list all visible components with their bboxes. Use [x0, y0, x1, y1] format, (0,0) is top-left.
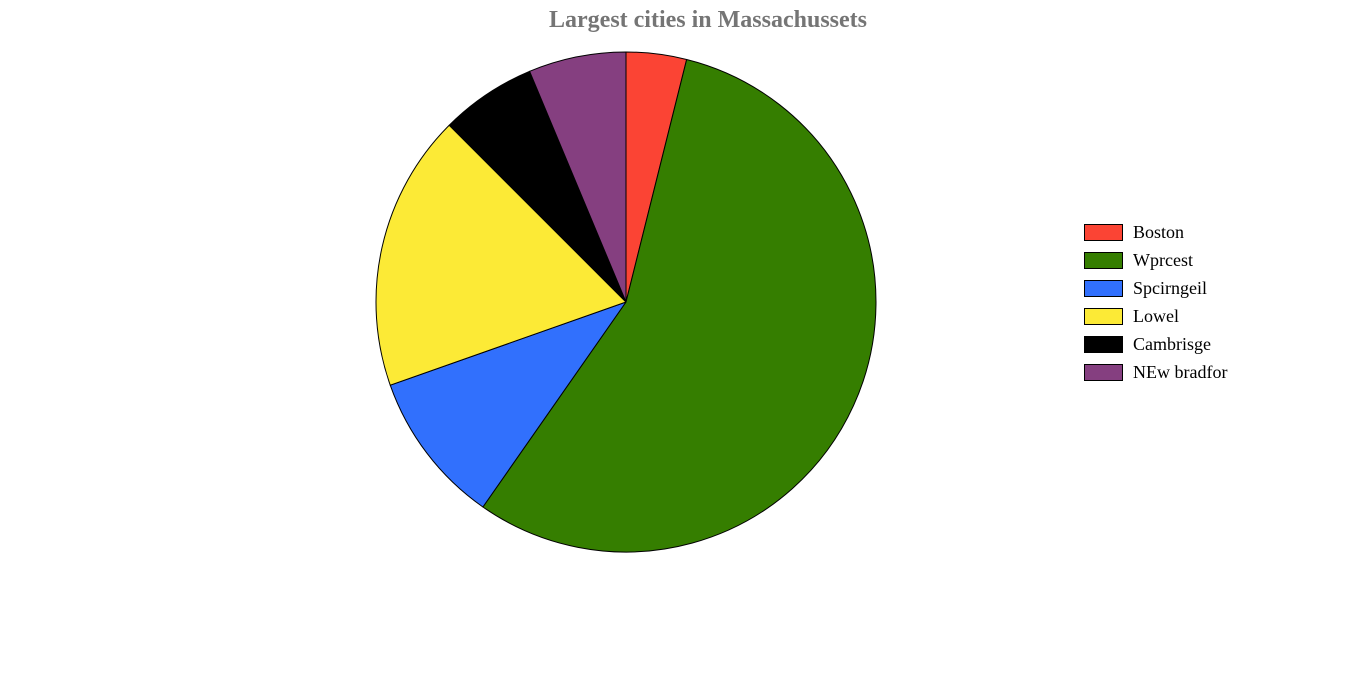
pie-slice-lowel [375, 124, 627, 386]
legend-item-cambrisge: Cambrisge [1084, 330, 1227, 358]
legend-swatch [1084, 363, 1123, 381]
legend-swatch [1084, 223, 1123, 241]
legend-label: NEw bradfor [1133, 361, 1228, 382]
legend-item-lowel: Lowel [1084, 302, 1227, 330]
pie-slice-wprcest [482, 58, 877, 553]
legend-label: Wprcest [1133, 249, 1193, 270]
chart-title: Largest cities in Massachussets [549, 7, 867, 33]
legend-item-spcirngeil: Spcirngeil [1084, 274, 1227, 302]
legend-swatch [1084, 335, 1123, 353]
legend-label: Cambrisge [1133, 333, 1211, 354]
legend-swatch [1084, 251, 1123, 269]
legend-label: Spcirngeil [1133, 277, 1207, 298]
legend-item-wprcest: Wprcest [1084, 246, 1227, 274]
pie-slice-spcirngeil [389, 301, 627, 508]
legend-label: Lowel [1133, 305, 1179, 326]
pie-slice-new-bradfor [529, 51, 627, 303]
legend-label: Boston [1133, 221, 1185, 242]
legend-item-boston: Boston [1084, 218, 1227, 246]
chart-legend: Boston Wprcest Spcirngeil Lowel Cambrisge NEw… [1084, 218, 1227, 386]
pie-slices [375, 51, 877, 553]
legend-swatch [1084, 279, 1123, 297]
legend-swatch [1084, 307, 1123, 325]
legend-item-new-bradfor: NEw bradfor [1084, 358, 1227, 386]
